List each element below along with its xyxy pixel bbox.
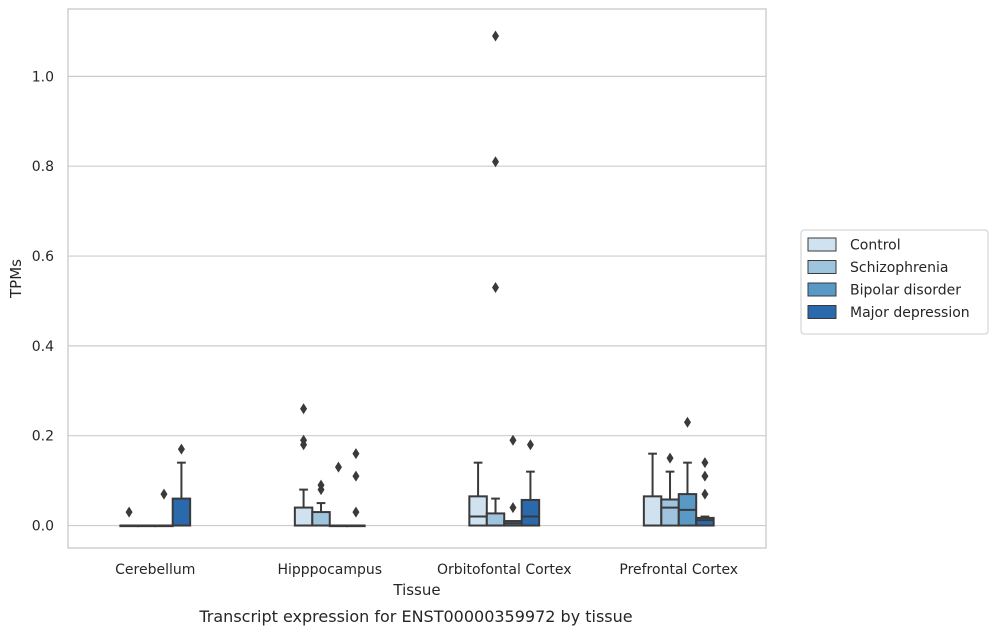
box-3-4 [677, 416, 698, 527]
box-iqr [695, 516, 715, 527]
outlier-point [352, 448, 360, 460]
outlier-point [334, 461, 342, 473]
x-tick-label: Cerebellum [115, 562, 195, 578]
box-4-4 [695, 457, 715, 527]
outlier-point [300, 434, 308, 446]
outlier-point [125, 506, 133, 518]
x-tick-label: Hipppocampus [277, 562, 382, 578]
box-iqr [468, 495, 488, 527]
box-4-1 [171, 443, 192, 527]
legend-item: Control [807, 237, 901, 254]
legend-label: Schizophrenia [850, 260, 948, 276]
outlier-point [160, 488, 168, 500]
box-1-3 [468, 461, 488, 527]
outlier-point [701, 457, 709, 469]
chart-caption: Transcript expression for ENST0000035997… [198, 607, 632, 626]
box-2-3 [485, 30, 506, 527]
box-iqr [311, 511, 331, 527]
outlier-point [177, 443, 185, 455]
outlier-point [352, 470, 360, 482]
legend-swatch [807, 237, 837, 252]
box-3-3 [503, 434, 523, 527]
outlier-point [492, 281, 500, 293]
legend-item: Major depression [807, 305, 970, 321]
x-tick-labels: Cerebellum Hipppocampus Orbitofontal Corte… [115, 562, 738, 578]
legend-items: Control Schizophrenia Bipolar disorder Majo… [807, 237, 970, 321]
outlier-point [666, 452, 674, 464]
outlier-point [683, 416, 691, 428]
outlier-point [317, 479, 325, 491]
box-iqr [485, 512, 506, 527]
box-2-4 [660, 452, 680, 527]
outlier-point [701, 488, 709, 500]
legend-swatch [807, 305, 837, 319]
box-3-1 [154, 488, 174, 528]
legend: Control Schizophrenia Bipolar disorder Majo… [800, 229, 989, 335]
gridlines [68, 75, 766, 527]
box-3-2 [328, 461, 349, 528]
y-tick-label: 0.4 [32, 339, 54, 355]
outlier-point [492, 30, 500, 42]
legend-item: Schizophrenia [807, 260, 948, 276]
box-1-1 [119, 506, 139, 528]
outlier-point [509, 502, 517, 514]
box-2-2 [311, 479, 331, 527]
y-tick-label: 0.0 [32, 519, 54, 535]
x-tick-label: Orbitofontal Cortex [437, 562, 572, 578]
legend-label: Bipolar disorder [850, 283, 961, 299]
y-axis-title: TPMs [7, 259, 25, 299]
box-iqr [293, 506, 314, 527]
box-4-2 [346, 448, 366, 528]
outlier-point [509, 434, 517, 446]
outlier-point [300, 403, 308, 415]
legend-swatch [807, 282, 837, 297]
x-tick-label: Prefrontal Cortex [619, 562, 738, 578]
box-iqr [642, 495, 663, 527]
legend-frame [800, 229, 989, 335]
box-iqr [171, 497, 192, 527]
box-iqr [520, 498, 541, 527]
legend-item: Bipolar disorder [807, 282, 961, 299]
legend-label: Control [850, 238, 901, 254]
y-tick-label: 0.2 [32, 429, 54, 445]
outlier-point [701, 470, 709, 482]
y-tick-labels: 0.0 0.2 0.4 0.6 0.8 1.0 [32, 69, 54, 534]
y-tick-label: 0.8 [32, 159, 54, 175]
box-2-1 [136, 524, 157, 528]
outlier-point [526, 439, 534, 451]
outlier-point [352, 506, 360, 518]
plot-frame [67, 8, 767, 549]
y-tick-label: 1.0 [32, 69, 54, 85]
y-tick-label: 0.6 [32, 249, 54, 265]
legend-swatch [807, 260, 837, 274]
outlier-point [492, 156, 500, 168]
boxplot-marks [119, 30, 715, 528]
x-axis-title: Tissue [392, 581, 440, 599]
box-4-3 [520, 439, 541, 527]
legend-label: Major depression [850, 305, 970, 321]
box-iqr [660, 498, 680, 527]
box-1-2 [293, 403, 314, 527]
box-1-4 [642, 452, 663, 527]
